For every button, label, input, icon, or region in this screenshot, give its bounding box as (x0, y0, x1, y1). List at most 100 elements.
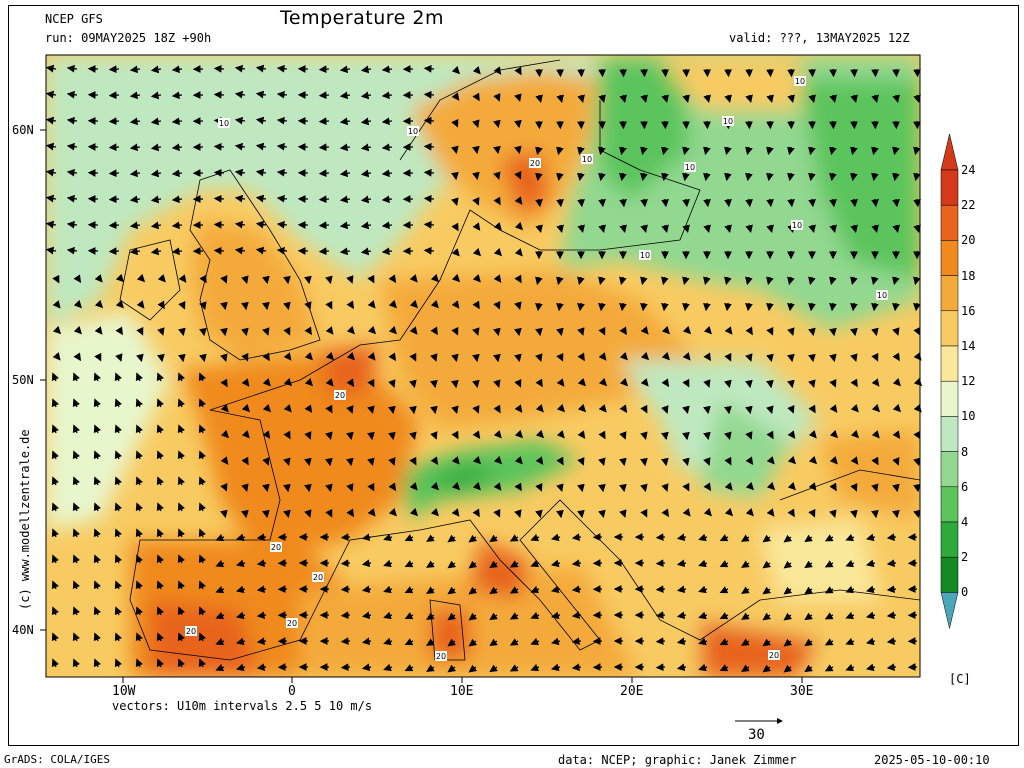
wind-arrow (178, 327, 186, 337)
wind-arrow (829, 378, 837, 388)
wind-arrow (367, 508, 376, 517)
wind-arrow (571, 637, 582, 646)
wind-arrow (577, 172, 585, 182)
axis-ticks (40, 129, 803, 683)
wind-arrow (824, 664, 834, 672)
wind-arrow (493, 327, 501, 337)
wind-arrow (598, 224, 606, 234)
wind-arrow (745, 94, 753, 104)
wind-arrow (824, 534, 834, 542)
wind-arrow (808, 276, 816, 286)
wind-arrow (598, 276, 606, 286)
wind-arrow (661, 351, 670, 361)
wind-arrow (256, 585, 267, 594)
wind-arrow (325, 457, 333, 467)
wind-arrow (451, 171, 459, 181)
wind-arrow (724, 276, 732, 286)
wind-arrow (577, 94, 585, 104)
wind-arrow (556, 224, 564, 234)
wind-arrow (339, 91, 351, 100)
wind-arrow (619, 404, 628, 414)
wind-arrow (535, 404, 544, 413)
wind-arrow (426, 612, 435, 620)
wind-arrow (108, 117, 120, 126)
legend-swatch (940, 275, 959, 312)
wind-arrow (93, 372, 102, 382)
wind-arrow (762, 664, 772, 673)
wind-arrow (381, 91, 393, 100)
contour-label: 20 (313, 573, 323, 582)
wind-arrow (468, 534, 478, 543)
wind-arrow (256, 533, 267, 542)
wind-arrow (598, 172, 606, 182)
wind-arrow (472, 66, 481, 75)
wind-arrow (640, 404, 648, 414)
wind-arrow (241, 301, 249, 311)
valid-info: valid: ???, 13MAY2025 12Z (729, 31, 910, 45)
wind-arrow (724, 379, 732, 389)
wind-arrow (177, 658, 186, 668)
wind-arrow (325, 508, 333, 518)
wind-arrow (850, 172, 858, 182)
wind-arrow (72, 372, 81, 382)
wind-arrow (423, 90, 435, 99)
wind-arrow (682, 146, 690, 156)
wind-arrow (577, 224, 585, 234)
wind-arrow (571, 611, 582, 620)
wind-arrow (451, 92, 460, 101)
wind-arrow (136, 273, 146, 283)
wind-arrow (66, 64, 78, 73)
wind-arrow (829, 198, 837, 208)
wind-arrow (339, 117, 351, 126)
wind-arrow (640, 483, 648, 493)
wind-arrow (556, 327, 564, 337)
legend-swatch (940, 240, 959, 276)
wind-arrow (423, 142, 435, 151)
wind-arrow (361, 533, 372, 542)
wind-arrow (913, 352, 922, 361)
wind-arrow (913, 224, 921, 234)
wind-arrow (619, 276, 627, 286)
contour-label: 20 (436, 652, 446, 661)
wind-arrow (150, 91, 162, 100)
wind-arrow (346, 300, 355, 310)
wind-arrow (619, 431, 627, 440)
wind-arrow (129, 143, 141, 152)
wind-arrow (199, 274, 207, 284)
wind-arrow (360, 117, 372, 126)
footer-software: GrADS: COLA/IGES (4, 753, 110, 766)
wind-arrow (255, 142, 267, 151)
wind-arrow (530, 533, 540, 542)
wind-arrow (136, 326, 144, 336)
wind-arrow (640, 276, 648, 286)
wind-arrow (283, 404, 292, 413)
wind-arrow (745, 68, 753, 78)
wind-arrow (340, 663, 351, 672)
wind-arrow (262, 301, 270, 311)
wind-arrow (703, 302, 711, 312)
wind-arrow (787, 302, 795, 312)
wind-arrow (676, 637, 687, 646)
wind-arrow (472, 327, 480, 336)
wind-arrow (108, 143, 120, 152)
wind-arrow (550, 585, 561, 594)
wind-arrow (276, 116, 288, 125)
wind-arrow (256, 559, 267, 568)
wind-arrow (514, 119, 522, 129)
legend-arrow-bottom (940, 592, 959, 629)
wind-arrow (283, 326, 291, 336)
legend-arrow-top (940, 133, 959, 171)
wind-arrow (381, 247, 393, 256)
wind-arrow (468, 586, 478, 595)
wind-arrow (129, 169, 141, 178)
wind-arrow (698, 585, 708, 594)
wind-arrow (509, 612, 519, 620)
wind-arrow (283, 509, 291, 519)
wind-arrow (318, 247, 330, 256)
wind-arrow (150, 169, 162, 178)
wind-arrow (150, 65, 162, 74)
wind-arrow (808, 146, 816, 156)
wind-arrow (234, 194, 246, 203)
wind-arrow (724, 431, 732, 441)
wind-arrow (598, 457, 606, 467)
